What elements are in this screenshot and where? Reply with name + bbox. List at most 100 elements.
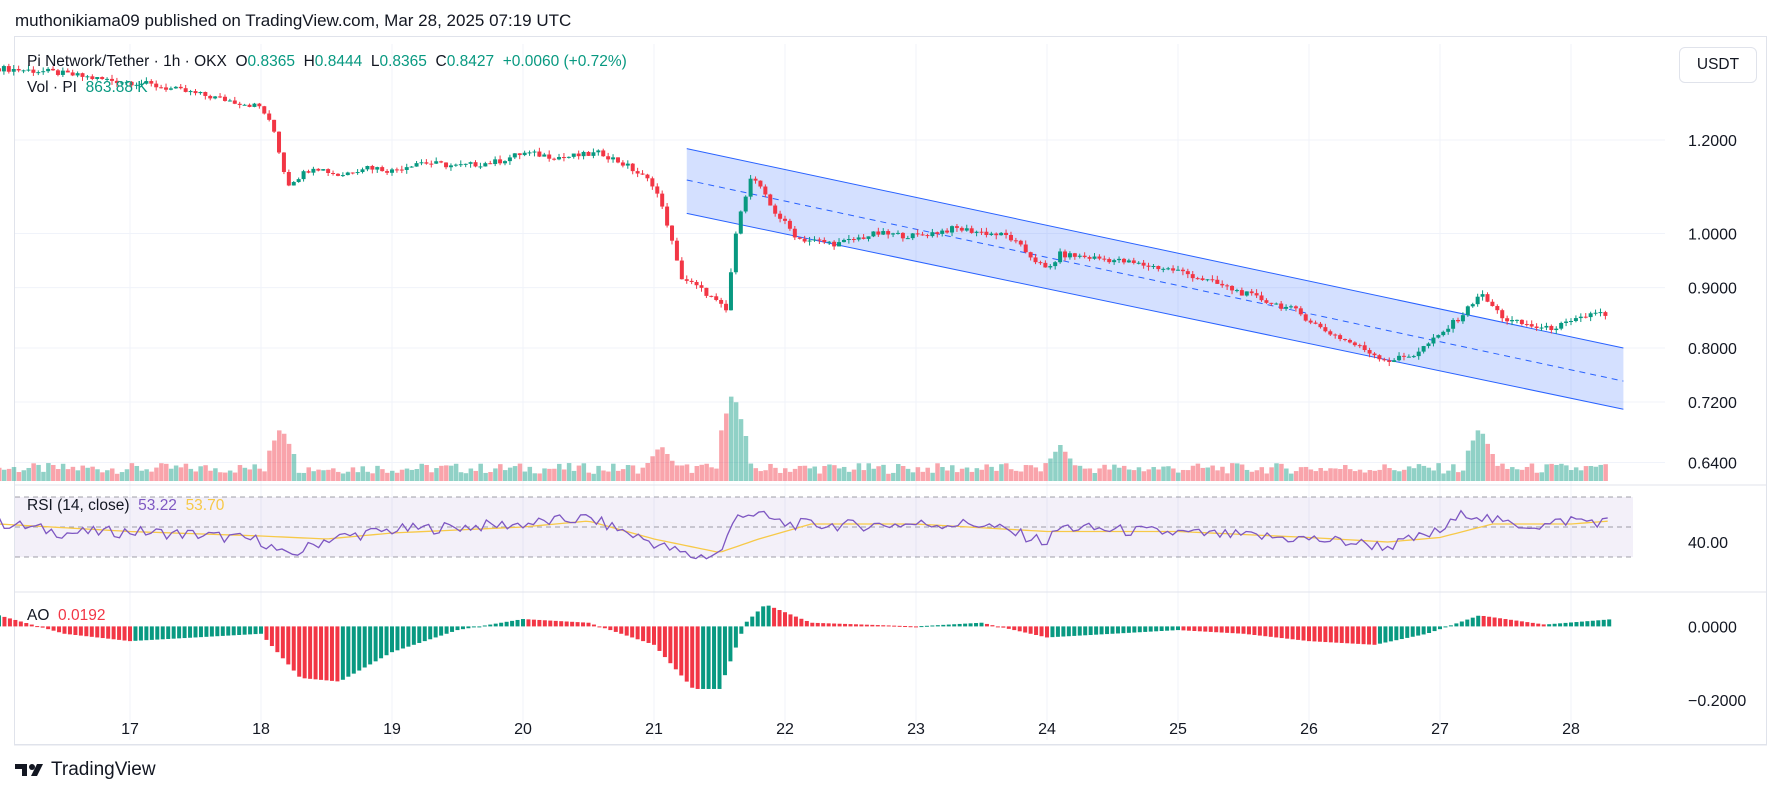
volume-bar xyxy=(1387,468,1392,481)
ao-bar xyxy=(914,626,918,628)
ao-bar xyxy=(1607,619,1612,627)
candle xyxy=(1259,295,1264,301)
volume-bar xyxy=(1411,468,1417,481)
candle xyxy=(527,152,532,154)
volume-bar xyxy=(1067,458,1073,481)
ao-bar xyxy=(1290,626,1295,640)
ao-bar xyxy=(395,626,400,651)
candle xyxy=(100,77,105,79)
volume-bar xyxy=(615,470,621,481)
ao-bar xyxy=(526,619,531,627)
candle xyxy=(684,279,689,281)
candle xyxy=(925,235,930,237)
candle xyxy=(237,103,242,105)
candle xyxy=(419,162,424,164)
candle xyxy=(1033,257,1038,263)
volume-bar xyxy=(1529,463,1535,481)
candle xyxy=(1254,293,1259,296)
ao-bar xyxy=(733,626,738,648)
volume-bar xyxy=(1303,466,1309,481)
candle xyxy=(281,152,286,173)
candle xyxy=(306,171,311,173)
ao-tick-label: −0.2000 xyxy=(1688,693,1746,710)
ao-bar xyxy=(160,626,165,640)
volume-bar xyxy=(370,473,375,481)
tradingview-logo[interactable]: TradingView xyxy=(15,759,156,781)
candle xyxy=(453,164,458,166)
volume-bar xyxy=(1534,472,1540,481)
ao-bar xyxy=(1241,626,1246,634)
volume-bar xyxy=(109,468,115,481)
ao-label[interactable]: AO xyxy=(27,607,50,624)
ao-bar xyxy=(149,626,154,640)
ao-bar xyxy=(679,626,684,676)
ao-bar xyxy=(1050,626,1055,638)
volume-bar xyxy=(16,472,22,481)
rsi-label[interactable]: RSI (14, close) xyxy=(27,497,130,514)
candle xyxy=(1318,323,1323,328)
volume-bar xyxy=(331,468,336,481)
price-tick-label: 0.6400 xyxy=(1688,455,1737,472)
volume-bar xyxy=(444,465,449,481)
ao-bar xyxy=(815,622,820,627)
candle xyxy=(1112,260,1117,263)
volume-label[interactable]: Vol · PI xyxy=(27,79,77,96)
candle xyxy=(159,87,164,89)
volume-bar xyxy=(576,465,582,481)
candle xyxy=(532,151,537,153)
ao-bar xyxy=(739,626,744,634)
candle xyxy=(1598,312,1603,314)
candle xyxy=(1436,335,1441,338)
x-tick-label: 21 xyxy=(645,721,663,738)
candle xyxy=(743,196,748,212)
high-label: H xyxy=(303,53,315,70)
ao-bar xyxy=(722,626,727,676)
candle xyxy=(375,167,380,170)
volume-bar xyxy=(689,472,695,481)
candle xyxy=(394,169,399,171)
ao-bar xyxy=(35,626,40,628)
candle xyxy=(183,88,188,92)
ao-bar xyxy=(84,626,89,637)
candle xyxy=(709,295,714,297)
ao-bar xyxy=(641,626,646,642)
ao-bar xyxy=(1596,620,1601,627)
ao-bar xyxy=(957,623,962,627)
ao-bar xyxy=(368,626,373,665)
ao-bar xyxy=(40,626,45,628)
ao-bar xyxy=(428,626,433,640)
ao-bar xyxy=(1519,621,1524,627)
candle xyxy=(11,68,16,72)
volume-bar xyxy=(247,469,253,481)
volume-bar xyxy=(75,470,81,481)
candle xyxy=(65,70,70,73)
ao-bar xyxy=(2,616,7,627)
ao-bar xyxy=(1154,626,1159,632)
volume-bar xyxy=(1200,467,1206,481)
candle xyxy=(1343,339,1348,341)
candle xyxy=(1234,290,1239,292)
volume-bar xyxy=(925,467,930,481)
ao-bar xyxy=(941,624,946,627)
ao-bar xyxy=(1296,626,1301,640)
ao-bar xyxy=(1197,626,1202,632)
symbol-label[interactable]: Pi Network/Tether · 1h · OKX xyxy=(27,53,227,70)
volume-bar xyxy=(434,468,439,481)
open-label: O xyxy=(235,53,248,70)
ao-bar xyxy=(1192,626,1197,631)
currency-button[interactable]: USDT xyxy=(1679,47,1757,83)
rsi-ma-value: 53.70 xyxy=(185,497,225,514)
ao-bar xyxy=(1508,619,1513,627)
volume-bar xyxy=(237,465,243,481)
volume-bar xyxy=(1279,463,1284,481)
candle xyxy=(1171,268,1176,271)
candle xyxy=(611,157,616,160)
volume-bar xyxy=(183,463,189,481)
candle xyxy=(242,104,247,106)
volume-bar xyxy=(881,464,886,481)
volume-bar xyxy=(679,465,685,481)
volume-bar xyxy=(1013,470,1019,481)
ao-bar xyxy=(1388,626,1393,642)
candle xyxy=(1156,265,1161,270)
